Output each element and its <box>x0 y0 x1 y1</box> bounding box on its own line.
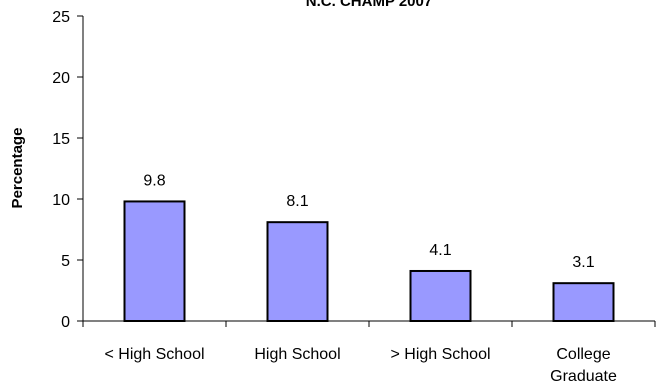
y-tick-label: 15 <box>52 131 70 148</box>
chart-title: N.C. CHAMP 2007 <box>306 0 432 10</box>
y-tick-label: 10 <box>52 192 70 209</box>
y-tick-label: 20 <box>52 70 70 87</box>
plot-area: 0 5 10 15 20 25 9.8 < High School 8.1 High School… <box>52 9 656 385</box>
x-tick-label: > High School <box>390 346 490 363</box>
x-tick-label: < High School <box>104 346 204 363</box>
x-tick-label: College <box>556 346 610 363</box>
bar <box>266 221 329 322</box>
data-label: 8.1 <box>286 193 308 210</box>
y-axis-title: Percentage <box>9 128 26 209</box>
data-label: 3.1 <box>572 254 594 271</box>
data-label: 9.8 <box>143 172 165 189</box>
x-tick-label: High School <box>254 346 340 363</box>
bar <box>123 200 186 322</box>
bar <box>409 269 472 323</box>
y-tick-label: 0 <box>61 314 70 331</box>
bar <box>552 282 615 322</box>
data-label: 4.1 <box>429 242 451 259</box>
y-tick-label: 25 <box>52 9 70 26</box>
x-tick-label: Graduate <box>550 368 617 385</box>
y-tick-label: 5 <box>61 253 70 270</box>
